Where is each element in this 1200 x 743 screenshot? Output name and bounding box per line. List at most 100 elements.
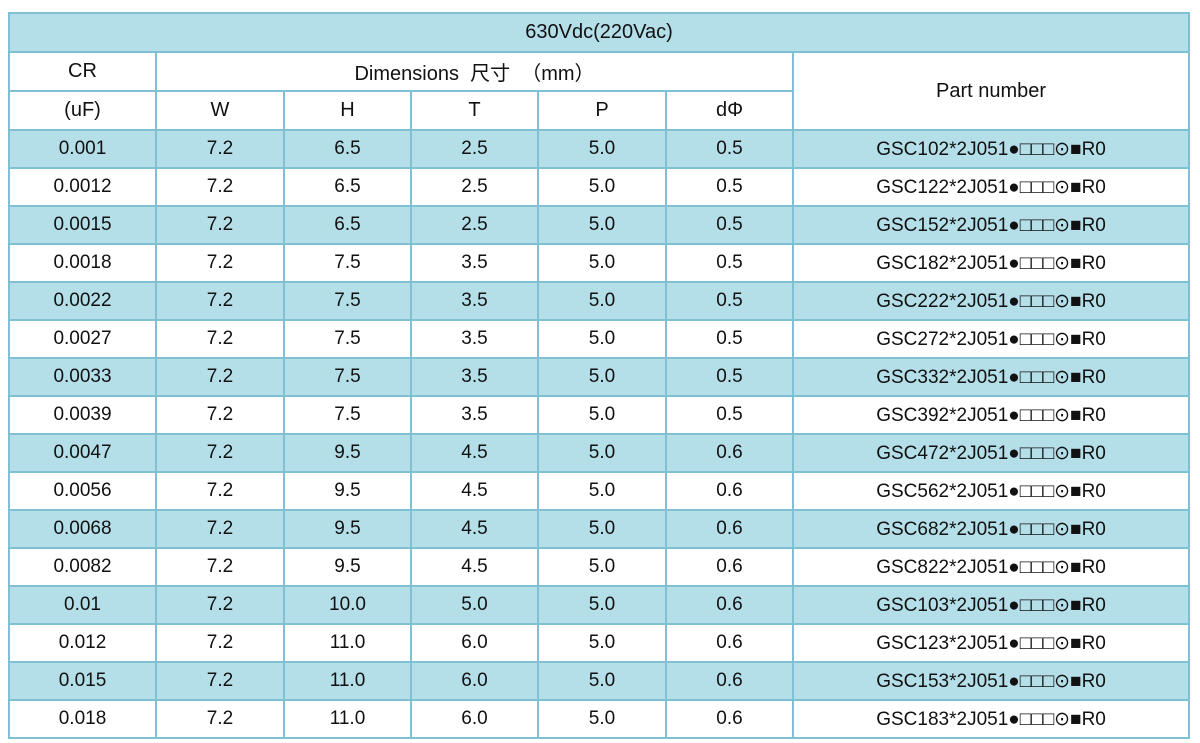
part-number-cell: GSC103*2J051●□□□⊙■R0 [791,585,1191,625]
data-cell: 7.2 [155,357,285,397]
column-header: W [155,90,285,131]
data-cell: 7.2 [155,129,285,169]
part-number-cell: GSC183*2J051●□□□⊙■R0 [791,699,1191,739]
data-cell: 0.0015 [8,205,157,245]
data-cell: 0.0047 [8,433,157,473]
data-cell: 0.6 [665,471,794,511]
data-row: 0.0056 7.2 9.5 4.5 5.0 0.6 GSC562*2J051●□□□⊙■R… [8,471,1191,511]
data-cell: 6.0 [410,699,539,739]
data-cell: 4.5 [410,433,539,473]
data-cell: 6.5 [283,205,412,245]
data-cell: 7.5 [283,319,412,359]
data-cell: 7.2 [155,699,285,739]
dimensions-header: Dimensions 尺寸 （mm） [155,51,794,92]
data-cell: 0.0068 [8,509,157,549]
data-cell: 7.5 [283,281,412,321]
data-cell: 7.5 [283,395,412,435]
data-cell: 0.001 [8,129,157,169]
part-number-cell: GSC332*2J051●□□□⊙■R0 [791,357,1191,397]
data-cell: 0.5 [665,129,794,169]
data-cell: 7.2 [155,205,285,245]
header-row: CR Dimensions 尺寸 （mm） Part number [8,51,1191,131]
unit-header: (uF) [8,90,157,131]
spec-table: 630Vdc(220Vac) CR Dimensions 尺寸 （mm） Par… [7,12,1191,739]
column-header: dΦ [665,90,794,131]
data-cell: 7.2 [155,623,285,663]
data-cell: 6.0 [410,661,539,701]
data-cell: 5.0 [537,699,667,739]
table-title: 630Vdc(220Vac) [7,12,1191,53]
part-number-cell: GSC152*2J051●□□□⊙■R0 [791,205,1191,245]
data-cell: 3.5 [410,281,539,321]
data-cell: 0.0082 [8,547,157,587]
data-cell: 9.5 [283,509,412,549]
data-cell: 4.5 [410,471,539,511]
data-cell: 0.6 [665,509,794,549]
data-cell: 7.2 [155,509,285,549]
data-row: 0.0018 7.2 7.5 3.5 5.0 0.5 GSC182*2J051●□□□⊙■R… [8,243,1191,283]
part-number-cell: GSC123*2J051●□□□⊙■R0 [791,623,1191,663]
data-row: 0.001 7.2 6.5 2.5 5.0 0.5 GSC102*2J051●□□□⊙■R0 [8,129,1191,169]
part-number-cell: GSC562*2J051●□□□⊙■R0 [791,471,1191,511]
data-row: 0.0015 7.2 6.5 2.5 5.0 0.5 GSC152*2J051●□□□⊙■R… [8,205,1191,245]
data-cell: 0.5 [665,167,794,207]
data-cell: 3.5 [410,395,539,435]
data-cell: 11.0 [283,661,412,701]
data-cell: 3.5 [410,357,539,397]
data-cell: 6.0 [410,623,539,663]
data-cell: 11.0 [283,623,412,663]
part-number-cell: GSC682*2J051●□□□⊙■R0 [791,509,1191,549]
data-cell: 5.0 [537,509,667,549]
data-cell: 9.5 [283,547,412,587]
data-cell: 7.2 [155,243,285,283]
data-row: 0.0068 7.2 9.5 4.5 5.0 0.6 GSC682*2J051●□□□⊙■R… [8,509,1191,549]
data-cell: 5.0 [537,243,667,283]
part-number-cell: GSC472*2J051●□□□⊙■R0 [791,433,1191,473]
data-cell: 0.6 [665,433,794,473]
data-cell: 9.5 [283,433,412,473]
data-cell: 0.6 [665,623,794,663]
data-cell: 0.015 [8,661,157,701]
data-cell: 7.2 [155,585,285,625]
data-cell: 7.2 [155,547,285,587]
data-cell: 0.01 [8,585,157,625]
data-cell: 0.0022 [8,281,157,321]
data-cell: 0.5 [665,281,794,321]
part-number-cell: GSC222*2J051●□□□⊙■R0 [791,281,1191,321]
data-cell: 5.0 [537,129,667,169]
title-row: 630Vdc(220Vac) [7,12,1191,53]
data-cell: 6.5 [283,167,412,207]
data-cell: 0.5 [665,319,794,359]
data-cell: 7.2 [155,281,285,321]
column-header: H [283,90,412,131]
data-row: 0.015 7.2 11.0 6.0 5.0 0.6 GSC153*2J051●□□□⊙■R… [8,661,1191,701]
data-cell: 0.0039 [8,395,157,435]
data-cell: 5.0 [537,585,667,625]
data-row: 0.0082 7.2 9.5 4.5 5.0 0.6 GSC822*2J051●□□□⊙■R… [8,547,1191,587]
data-cell: 7.5 [283,243,412,283]
data-cell: 0.0012 [8,167,157,207]
data-row: 0.0027 7.2 7.5 3.5 5.0 0.5 GSC272*2J051●□□□⊙■R… [8,319,1191,359]
data-cell: 0.0033 [8,357,157,397]
data-cell: 5.0 [537,395,667,435]
data-cell: 0.5 [665,395,794,435]
data-cell: 0.5 [665,205,794,245]
data-cell: 7.2 [155,167,285,207]
data-cell: 7.5 [283,357,412,397]
data-cell: 5.0 [537,319,667,359]
data-row: 0.018 7.2 11.0 6.0 5.0 0.6 GSC183*2J051●□□□⊙■R… [8,699,1191,739]
data-cell: 5.0 [537,471,667,511]
data-row: 0.0012 7.2 6.5 2.5 5.0 0.5 GSC122*2J051●□□□⊙■R… [8,167,1191,207]
data-row: 0.0033 7.2 7.5 3.5 5.0 0.5 GSC332*2J051●□□□⊙■R… [8,357,1191,397]
part-number-cell: GSC102*2J051●□□□⊙■R0 [791,129,1191,169]
data-cell: 5.0 [537,661,667,701]
data-cell: 7.2 [155,433,285,473]
data-cell: 5.0 [537,357,667,397]
data-row: 0.0022 7.2 7.5 3.5 5.0 0.5 GSC222*2J051●□□□⊙■R… [8,281,1191,321]
data-cell: 5.0 [410,585,539,625]
data-cell: 0.0018 [8,243,157,283]
data-cell: 11.0 [283,699,412,739]
data-cell: 0.6 [665,547,794,587]
